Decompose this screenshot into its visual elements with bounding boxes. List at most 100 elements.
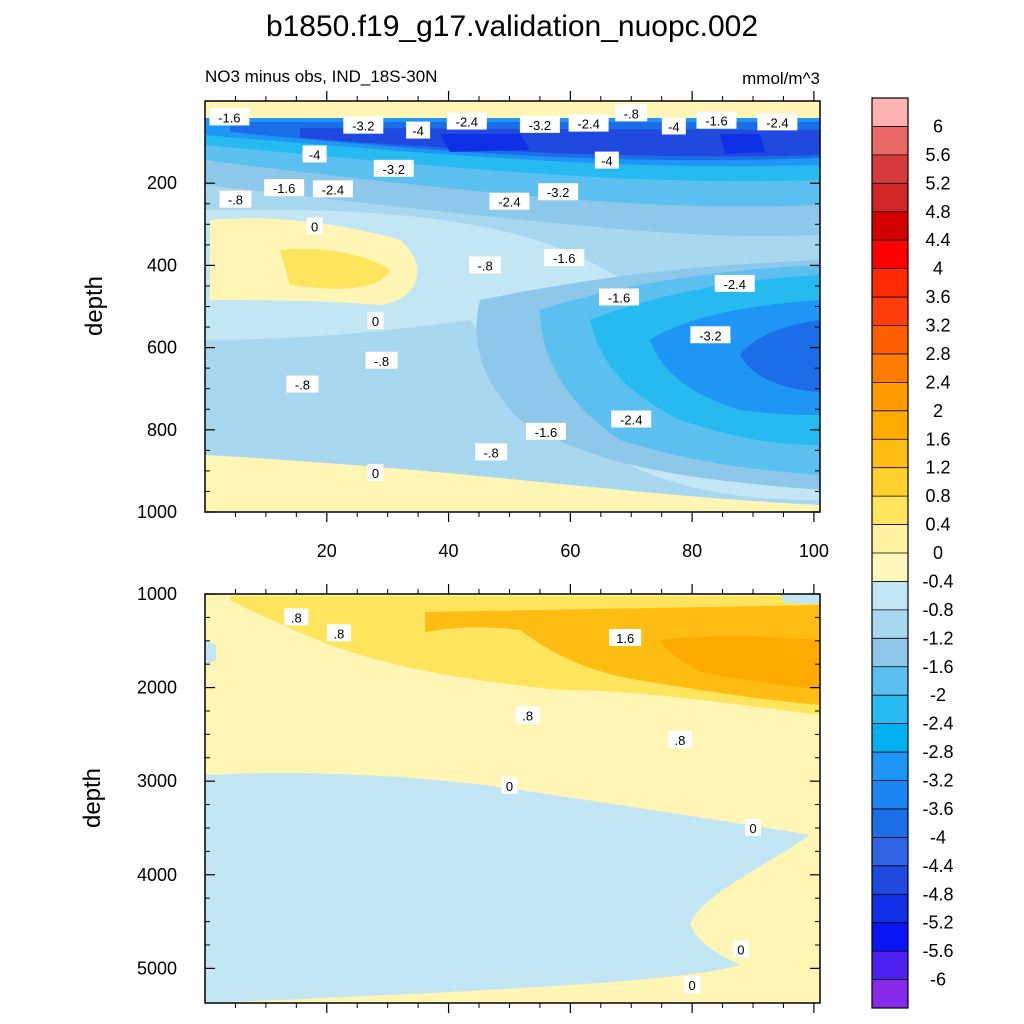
chart-subtitle: NO3 minus obs, IND_18S-30N [205, 67, 437, 86]
upper-contour-label: -2.4 [611, 410, 652, 428]
upper-contour-label: -.8 [286, 375, 319, 393]
contour-label-box [365, 351, 398, 369]
lower-panel: 1000 2000 3000 4000 5000 .8 .8 1.6 .8 .8 0 0 0 0 [137, 584, 821, 1013]
x-tick-label: 20 [317, 541, 337, 561]
upper-y-tick-label: 1000 [137, 502, 177, 522]
colorbar-swatch [872, 553, 908, 582]
contour-label-text: .8 [291, 610, 302, 625]
upper-y-tick-label: 200 [147, 173, 177, 193]
contour-label-text: 0 [506, 779, 513, 794]
contour-label-box [343, 116, 384, 134]
colorbar-swatch [872, 808, 908, 838]
colorbar-label: -2 [930, 685, 946, 705]
upper-contour-label: -2.4 [312, 180, 353, 198]
contour-label-text: -4 [668, 119, 680, 134]
colorbar-swatch [872, 894, 908, 924]
lower-contour-label: 0 [684, 976, 701, 994]
contour-label-text: 0 [749, 821, 756, 836]
blue-tongue-4000 [740, 320, 820, 392]
colorbar-swatch [872, 723, 908, 753]
contour-label-text: -2.4 [577, 117, 599, 132]
contour-label-box [219, 190, 252, 208]
contour-label-box [475, 443, 508, 461]
top-edge-blue [780, 594, 820, 604]
contour-label-box [594, 151, 619, 169]
x-tick-label: 100 [799, 541, 829, 561]
upper-contour-label: 0 [367, 311, 384, 329]
colorbar-label: -5.2 [922, 913, 953, 933]
colorbar-label: -4 [930, 827, 946, 847]
colorbar-swatch [872, 439, 908, 469]
contour-label-box [696, 111, 737, 129]
lower-contour-label: .8 [515, 706, 540, 724]
upper-contour-label: -1.6 [525, 422, 566, 440]
upper-contour-label: 0 [367, 463, 384, 481]
colorbar-label: -6 [930, 970, 946, 990]
upper-contour-label: -3.2 [690, 326, 731, 344]
colorbar-label: -4.8 [922, 884, 953, 904]
contour-label-text: 0 [737, 943, 744, 958]
x-tick-label: 40 [439, 541, 459, 561]
colorbar-swatch [872, 837, 908, 867]
upper-contour-label: -.8 [365, 351, 398, 369]
upper-contour-label: -.8 [615, 104, 648, 122]
contour-label-box [615, 104, 648, 122]
colorbar-swatch [872, 752, 908, 781]
chart-title: b1850.f19_g17.validation_nuopc.002 [266, 10, 758, 43]
colorbar-label: -2.8 [922, 742, 953, 762]
lower-y-tick-label: 2000 [137, 678, 177, 698]
lower-y-tick-label: 4000 [137, 865, 177, 885]
contour-label-text: -.8 [228, 193, 243, 208]
contour-label-text: 0 [689, 978, 696, 993]
upper-contour-labels: -1.6 -3.2 -4 -2.4 -3.2 -2.4 -.8 -4 -1.6 -2.4 -4 -3.… [209, 104, 798, 481]
upper-contour-label: 0 [306, 217, 323, 235]
contour-label-box [757, 113, 798, 131]
contour-label-text: -4 [309, 147, 321, 162]
colorbar-swatch [872, 353, 908, 383]
colorbar-label: 1.2 [925, 458, 950, 478]
upper-contour-label: -4 [594, 151, 619, 169]
contour-label-box [306, 217, 323, 235]
contour-label-text: 0 [311, 219, 318, 234]
colorbar-swatch [872, 638, 908, 668]
colorbar-label: 0.8 [925, 486, 950, 506]
colorbar-label: -4.4 [922, 856, 953, 876]
colorbar-swatch [872, 126, 908, 156]
upper-contour-label: -2.4 [446, 112, 487, 130]
colorbar-label: -1.2 [922, 628, 953, 648]
contour-label-text: 0 [372, 466, 379, 481]
contour-label-text: -2.4 [498, 195, 520, 210]
contour-label-text: -1.6 [273, 181, 295, 196]
colorbar-swatch [872, 268, 908, 298]
colorbar-swatch [872, 98, 908, 127]
lower-frame [204, 593, 821, 1004]
contour-label-text: -3.2 [699, 328, 721, 343]
colorbar-label: 1.6 [925, 429, 950, 449]
lower-contour-label: 0 [745, 818, 762, 836]
upper-contour-label: -1.6 [209, 108, 250, 126]
contour-label-text: -2.4 [322, 182, 344, 197]
upper-contour-label: -.8 [469, 256, 502, 274]
colorbar-label: 2 [933, 401, 943, 421]
contour-label-box [373, 159, 414, 177]
contour-label-box [611, 410, 652, 428]
upper-contour-label: -2.4 [757, 113, 798, 131]
contour-label-box [489, 192, 530, 210]
contour-label-box [284, 608, 309, 626]
colorbar-swatch [872, 609, 908, 639]
upper-contour-label: -2.4 [489, 192, 530, 210]
contour-label-box [745, 818, 762, 836]
upper-contour-label: -4 [661, 117, 686, 135]
contour-label-box [538, 183, 579, 201]
lower-contour-labels: .8 .8 1.6 .8 .8 0 0 0 0 [284, 608, 762, 994]
contour-label-text: -.8 [374, 354, 389, 369]
colorbar-label: 5.6 [925, 145, 950, 165]
upper-contour-label: -.8 [475, 443, 508, 461]
colorbar-label: 0 [933, 543, 943, 563]
lower-y-tick-label: 3000 [137, 771, 177, 791]
contour-label-text: -3.2 [529, 118, 551, 133]
upper-contour-label: -2.4 [714, 274, 755, 292]
upper-contour-label: -1.6 [696, 111, 737, 129]
shallow-positive-band [205, 101, 820, 118]
deep-blue-left [205, 320, 820, 512]
